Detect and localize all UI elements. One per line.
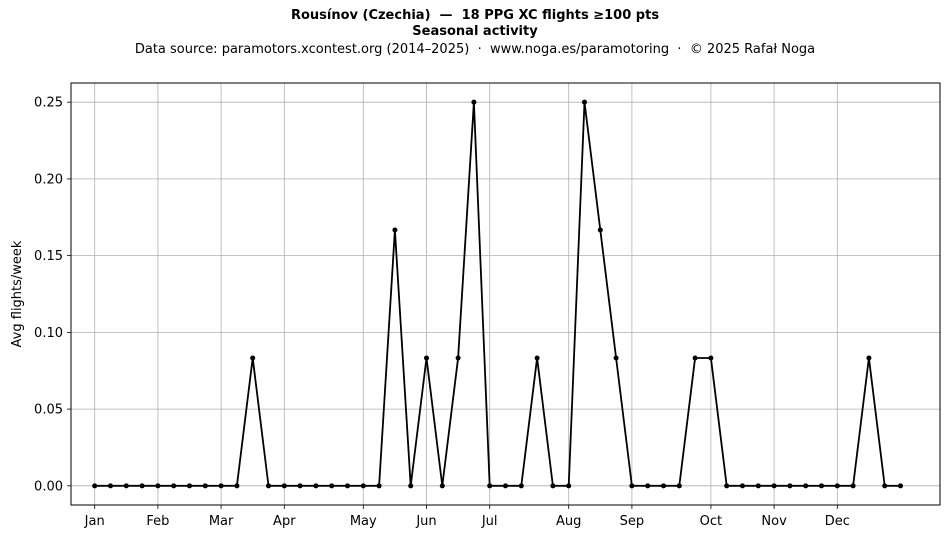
y-tick-label: 0.25 [34, 96, 63, 111]
x-tick-label: Nov [761, 514, 787, 529]
data-point [408, 483, 414, 489]
x-tick-label: Oct [700, 514, 722, 529]
data-point [740, 483, 745, 489]
data-point [202, 483, 208, 489]
data-point [850, 483, 856, 489]
y-tick-label: 0.20 [34, 172, 63, 187]
x-tick-label: Jul [481, 514, 498, 529]
data-point [92, 483, 98, 489]
grid-layer [71, 83, 940, 505]
chart-title: Rousínov (Czechia) — 18 PPG XC flights ≥… [290, 8, 660, 23]
data-point [819, 483, 824, 489]
data-point [360, 483, 366, 489]
y-axis-title: Avg flights/week [10, 240, 25, 347]
data-point [645, 483, 651, 489]
series-layer [92, 99, 903, 489]
data-point [281, 483, 287, 489]
data-point [439, 483, 445, 489]
data-point [898, 483, 903, 489]
x-tick-label: Jun [415, 514, 436, 529]
data-point [487, 483, 493, 489]
data-point [708, 355, 714, 361]
data-point [297, 483, 303, 489]
x-tick-label: Aug [556, 514, 581, 529]
data-point [424, 355, 429, 361]
y-tick-label: 0.10 [34, 326, 63, 341]
series-line [94, 101, 901, 487]
data-point [376, 483, 382, 489]
data-point [582, 99, 587, 105]
data-point [597, 227, 603, 233]
data-point [676, 483, 682, 489]
data-point [266, 483, 271, 489]
data-point [155, 483, 161, 489]
data-point [187, 483, 192, 489]
data-point [882, 483, 888, 489]
data-point [771, 483, 777, 489]
x-tick-label: Feb [146, 514, 169, 529]
data-point [534, 355, 540, 361]
x-tick-label: May [350, 514, 377, 529]
x-tick-label: Jan [84, 514, 105, 529]
data-point [550, 483, 556, 489]
data-point [724, 483, 730, 489]
data-point [755, 483, 761, 489]
data-point [692, 355, 698, 361]
data-point [834, 483, 840, 489]
data-point [613, 355, 619, 361]
y-tick-label: 0.15 [34, 249, 63, 264]
data-point [661, 483, 666, 489]
data-point [218, 483, 224, 489]
chart-title-block: Rousínov (Czechia) — 18 PPG XC flights ≥… [0, 8, 950, 58]
chart-subtitle: Seasonal activity [412, 24, 538, 39]
data-point [250, 355, 256, 361]
data-point [329, 483, 335, 489]
data-point [471, 99, 477, 105]
plot-frame [70, 82, 941, 506]
data-point [139, 483, 145, 489]
data-point [234, 483, 240, 489]
x-tick-label: Sep [620, 514, 645, 529]
data-point [566, 483, 572, 489]
data-point [392, 227, 398, 233]
data-point [455, 355, 461, 361]
data-point [171, 483, 177, 489]
data-point [123, 483, 129, 489]
data-point [345, 483, 350, 489]
y-tick-label: 0.05 [34, 403, 63, 418]
data-point [313, 483, 319, 489]
x-tick-label: Apr [273, 514, 296, 529]
y-tick-label: 0.00 [34, 479, 63, 494]
chart-source-note: Data source: paramotors.xcontest.org (20… [134, 42, 816, 57]
data-point [803, 483, 809, 489]
data-point [866, 355, 872, 361]
tick-layer: Jan Feb Mar Apr May Jun Jul Aug Sep Oct Nov Dec 0.00… [34, 96, 850, 529]
data-point [108, 483, 113, 489]
data-point [629, 483, 635, 489]
data-point [503, 483, 508, 489]
data-point [518, 483, 524, 489]
x-tick-label: Dec [825, 514, 850, 529]
data-point [787, 483, 793, 489]
x-tick-label: Mar [209, 514, 234, 529]
